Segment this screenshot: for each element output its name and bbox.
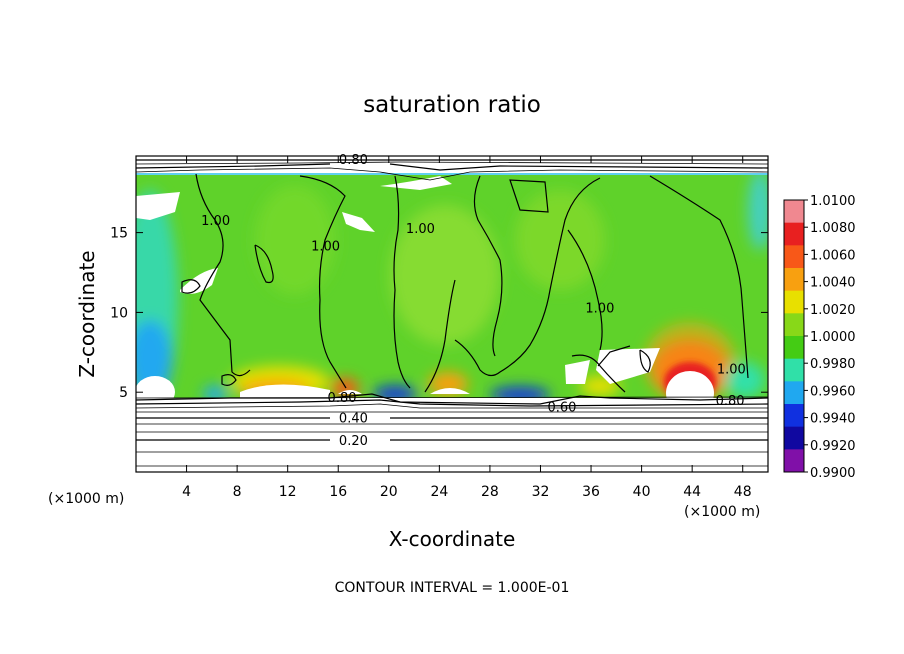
colorbar-label: 1.0080	[810, 221, 856, 236]
x-unit-label-right: (×1000 m)	[684, 504, 760, 520]
colorbar-swatch	[784, 404, 804, 428]
colorbar-swatch	[784, 449, 804, 473]
contour-label: 0.40	[339, 412, 368, 427]
colorbar-swatch	[784, 381, 804, 405]
colorbar-label: 0.9900	[810, 466, 856, 481]
x-tick-label: 28	[481, 484, 499, 500]
y-tick-label: 5	[119, 385, 128, 401]
x-tick-label: 24	[430, 484, 448, 500]
plot-frame	[135, 155, 769, 473]
colorbar-label: 1.0020	[810, 303, 856, 318]
x-tick-label: 44	[683, 484, 701, 500]
contour-label: 0.20	[339, 434, 368, 449]
y-tick-label: 15	[110, 226, 128, 242]
contour-label: 1.00	[717, 362, 746, 377]
y-tick-label: 10	[110, 305, 128, 321]
colorbar-label: 0.9940	[810, 412, 856, 427]
colorbar-label: 1.0000	[810, 330, 856, 345]
x-axis: 4 8 12 16 20 24 28 32 36 40 44 48	[182, 156, 752, 500]
contour-label: 1.00	[585, 302, 614, 317]
contour-label: 0.80	[716, 394, 745, 409]
contour-label: 0.80	[339, 153, 368, 168]
x-tick-label: 48	[734, 484, 752, 500]
colorbar-label: 1.0100	[810, 194, 856, 209]
colorbar-swatch	[784, 222, 804, 246]
y-axis: 5 10 15	[110, 226, 768, 401]
colorbar-swatch	[784, 268, 804, 292]
heatmap-field	[136, 156, 768, 472]
chart-title: saturation ratio	[363, 92, 541, 118]
contour-label: 1.00	[201, 214, 230, 229]
colorbar-swatch	[784, 358, 804, 382]
colorbar-label: 1.0060	[810, 248, 856, 263]
x-tick-label: 12	[279, 484, 297, 500]
x-tick-label: 16	[329, 484, 347, 500]
colorbar-label: 0.9960	[810, 384, 856, 399]
colorbar-label: 0.9920	[810, 439, 856, 454]
colorbar-label: 0.9980	[810, 357, 856, 372]
contour-label: 1.00	[406, 222, 435, 237]
x-tick-label: 8	[233, 484, 242, 500]
contour-interval-note: CONTOUR INTERVAL = 1.000E-01	[335, 580, 570, 596]
colorbar-label: 1.0040	[810, 276, 856, 291]
contour-labels: 0.80 1.00 1.00 1.00 1.00 1.00 0.80 0.60 0.80 0.40…	[201, 153, 746, 449]
colorbar-swatch	[784, 290, 804, 314]
contour-label: 0.60	[547, 401, 576, 416]
x-tick-label: 32	[532, 484, 550, 500]
colorbar-swatch	[784, 336, 804, 360]
colorbar-swatch	[784, 200, 804, 224]
colorbar: 1.0100 1.0080 1.0060 1.0040 1.0020 1.0000 0.99…	[783, 194, 856, 481]
colorbar-swatch	[784, 313, 804, 337]
contour-label: 1.00	[311, 239, 340, 254]
x-tick-label: 36	[582, 484, 600, 500]
x-unit-label-left: (×1000 m)	[48, 491, 124, 507]
y-axis-title: Z-coordinate	[75, 250, 99, 377]
colorbar-swatch	[784, 245, 804, 269]
x-axis-title: X-coordinate	[389, 527, 516, 551]
colorbar-swatch	[784, 426, 804, 450]
x-tick-label: 4	[182, 484, 191, 500]
contour-lines	[136, 159, 768, 467]
contour-label: 0.80	[328, 391, 357, 406]
x-tick-label: 20	[380, 484, 398, 500]
x-tick-label: 40	[633, 484, 651, 500]
